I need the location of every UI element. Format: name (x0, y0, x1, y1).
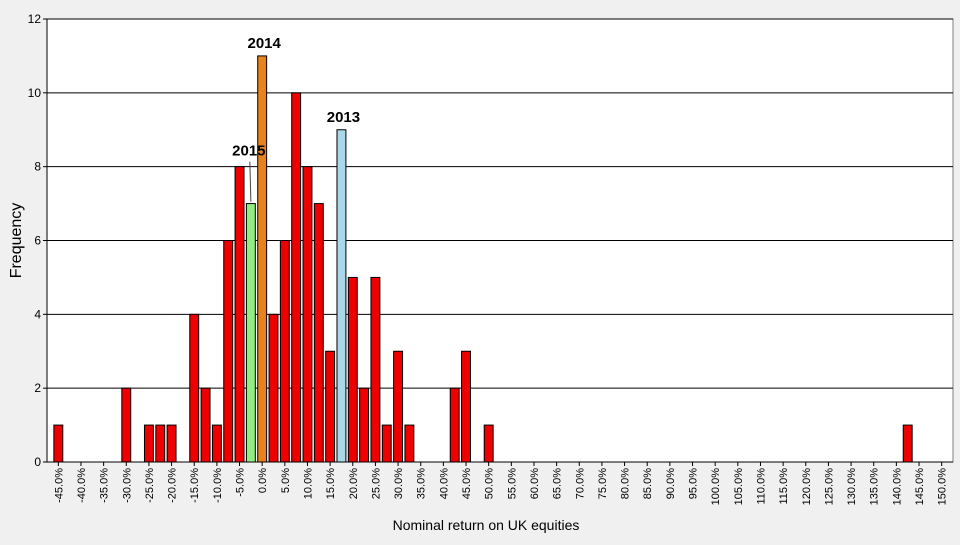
annotation-leader (249, 161, 252, 202)
bar (404, 424, 415, 463)
x-tick-label: 0.0% (257, 468, 269, 493)
annotation-2013: 2013 (327, 109, 360, 126)
bar (359, 387, 370, 463)
x-tick-label: -5.0% (235, 468, 247, 497)
x-tick-label: 20.0% (348, 468, 360, 499)
x-tick-label: 70.0% (574, 468, 586, 499)
x-tick-label: 110.0% (755, 468, 767, 505)
x-tick-label: 55.0% (506, 468, 518, 499)
y-tick-label: 4 (34, 307, 41, 321)
bar (325, 350, 336, 463)
bar (483, 424, 494, 463)
x-tick-label: 50.0% (484, 468, 496, 499)
bar (449, 387, 460, 463)
x-tick-label: 90.0% (665, 468, 677, 499)
x-tick-label: 35.0% (416, 468, 428, 499)
bar (347, 276, 358, 463)
bar (268, 313, 279, 463)
x-tick-label: 60.0% (529, 468, 541, 499)
bar (223, 240, 234, 463)
y-tick-label: 10 (28, 86, 42, 100)
bar (234, 166, 245, 463)
x-tick-label: 80.0% (620, 468, 632, 499)
x-tick-label: 95.0% (688, 468, 700, 499)
bar (53, 424, 64, 463)
y-axis-label: Frequency (8, 203, 25, 279)
x-tick-label: -20.0% (167, 468, 179, 503)
annotation-2014: 2014 (247, 35, 281, 52)
bar (143, 424, 154, 463)
bar (121, 387, 132, 463)
x-tick-label: 125.0% (823, 468, 835, 506)
bar (393, 350, 404, 463)
bar (313, 203, 324, 463)
bar (302, 166, 313, 463)
y-tick-label: 2 (34, 381, 41, 395)
bar (381, 424, 392, 463)
x-tick-labels: -45.0% -40.0% -35.0% -30.0% -25.0% -20.0% -15.… (53, 462, 949, 506)
y-tick-labels: 0 2 4 6 8 10 12 (28, 12, 47, 469)
x-axis-label: Nominal return on UK equities (393, 517, 580, 533)
annotations: 2014 2013 2015 (232, 35, 360, 202)
x-tick-label: 100.0% (710, 468, 722, 506)
y-tick-label: 8 (34, 160, 41, 174)
bar (200, 387, 211, 463)
x-tick-label: 10.0% (302, 468, 314, 499)
x-tick-label: 45.0% (461, 468, 473, 499)
bar (370, 276, 381, 463)
x-tick-label: 75.0% (597, 468, 609, 499)
bar-2015 (245, 203, 256, 463)
x-tick-label: -25.0% (144, 468, 156, 503)
bar-2013 (336, 129, 347, 463)
y-tick-label: 12 (28, 12, 42, 26)
x-tick-label: 145.0% (914, 468, 926, 506)
y-tick-label: 6 (34, 234, 41, 248)
x-tick-label: -45.0% (53, 468, 65, 503)
x-tick-label: 105.0% (733, 468, 745, 506)
x-tick-label: -10.0% (212, 468, 224, 503)
y-tick-label: 0 (34, 455, 41, 469)
x-tick-label: 65.0% (552, 468, 564, 499)
bar (291, 92, 302, 463)
bar-2014 (257, 55, 268, 463)
x-tick-label: 120.0% (801, 468, 813, 506)
x-tick-label: 25.0% (370, 468, 382, 499)
x-tick-label: 5.0% (280, 468, 292, 493)
bar (902, 424, 913, 463)
bar (155, 424, 166, 463)
x-tick-label: 85.0% (642, 468, 654, 499)
x-tick-label: -30.0% (121, 468, 133, 503)
x-tick-label: 135.0% (869, 468, 881, 506)
x-tick-label: -15.0% (189, 468, 201, 503)
bar (211, 424, 222, 463)
bar (461, 350, 471, 463)
bar (166, 424, 177, 463)
x-tick-label: 15.0% (325, 468, 337, 499)
bar (189, 313, 200, 463)
bar (279, 240, 290, 463)
x-tick-label: 30.0% (393, 468, 405, 499)
x-tick-label: 115.0% (778, 468, 790, 505)
x-tick-label: -35.0% (99, 468, 111, 503)
x-tick-label: 40.0% (438, 468, 450, 499)
x-tick-label: 140.0% (891, 468, 903, 506)
x-tick-label: 150.0% (937, 468, 949, 506)
annotation-2015: 2015 (232, 143, 265, 160)
x-tick-label: -40.0% (76, 468, 88, 503)
x-tick-label: 130.0% (846, 468, 858, 506)
